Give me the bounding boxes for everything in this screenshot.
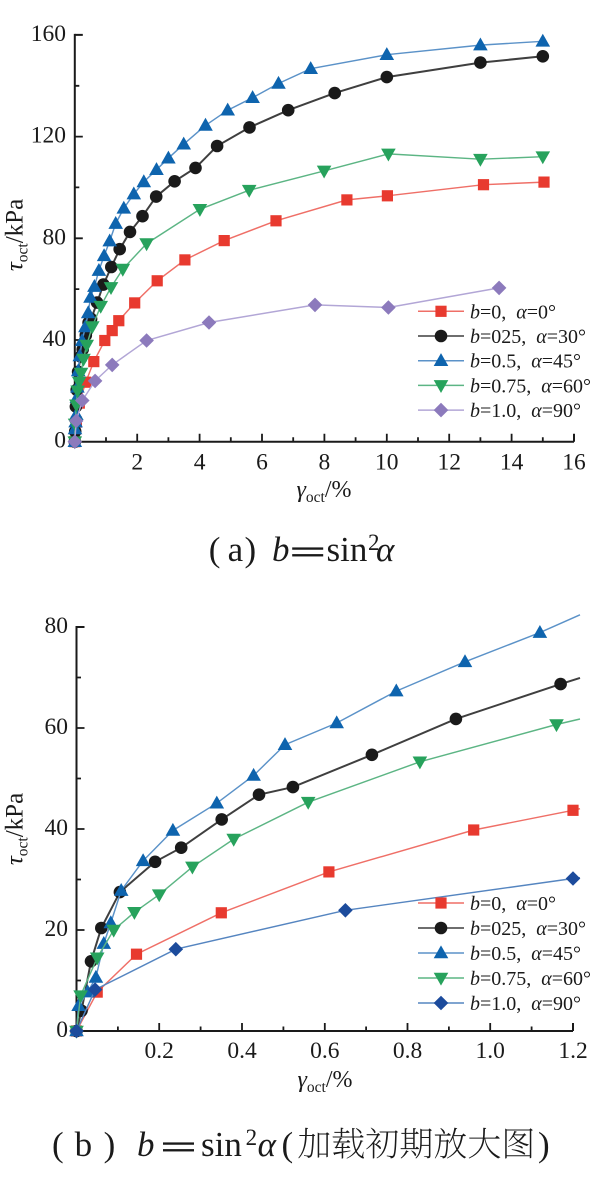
svg-text:0.2: 0.2 [145,1038,174,1064]
svg-text:α: α [258,1125,277,1164]
svg-text:160: 160 [31,21,66,47]
svg-text:0: 0 [54,428,66,454]
svg-text:(: ( [209,530,221,569]
svg-text:8: 8 [319,450,331,476]
svg-text:): ) [245,530,257,569]
svg-text:γoct/%: γoct/% [297,1067,352,1096]
svg-text:b=1.0, α=90°: b=1.0, α=90° [470,993,581,1015]
svg-text:0.8: 0.8 [393,1038,422,1064]
svg-text:b=0.5, α=45°: b=0.5, α=45° [470,943,581,965]
svg-text:1.0: 1.0 [476,1038,505,1064]
svg-text:(: ( [282,1125,294,1164]
svg-text:40: 40 [43,326,67,352]
svg-text:6: 6 [256,450,268,476]
svg-text:b=0.75, α=60°: b=0.75, α=60° [470,375,591,397]
svg-text:2: 2 [246,1125,258,1150]
svg-text:0.4: 0.4 [227,1038,257,1064]
svg-text:sin: sin [201,1125,242,1164]
svg-text:60: 60 [45,714,69,740]
svg-text:2: 2 [131,450,143,476]
svg-text:b: b [272,530,290,569]
svg-text:b=0.75, α=60°: b=0.75, α=60° [470,968,591,990]
svg-text:12: 12 [437,450,461,476]
svg-text:4: 4 [194,450,206,476]
svg-text:(: ( [52,1125,64,1164]
svg-text:80: 80 [43,224,67,250]
svg-text:b: b [137,1125,155,1164]
svg-text:sin: sin [327,530,368,569]
svg-text:10: 10 [375,450,399,476]
svg-text:0: 0 [56,1017,68,1043]
svg-text:b=025, α=30°: b=025, α=30° [470,326,586,348]
svg-text:a: a [228,530,244,569]
svg-text:): ) [538,1125,550,1164]
svg-text:16: 16 [562,450,586,476]
svg-text:14: 14 [500,450,524,476]
svg-text:b: b [75,1125,93,1164]
svg-text:40: 40 [45,815,69,841]
svg-text:0.6: 0.6 [310,1038,340,1064]
svg-text:2: 2 [368,530,380,555]
svg-text:1.2: 1.2 [558,1038,587,1064]
svg-text:α: α [376,530,395,569]
svg-text:τoct/kPa: τoct/kPa [2,199,32,271]
svg-text:120: 120 [31,123,66,149]
svg-text:τoct/kPa: τoct/kPa [2,793,32,865]
svg-text:80: 80 [45,613,69,639]
svg-text:γoct/%: γoct/% [296,477,351,506]
svg-text:b=025, α=30°: b=025, α=30° [470,918,586,940]
svg-text:): ) [104,1125,116,1164]
svg-text:20: 20 [45,916,69,942]
svg-text:b=1.0, α=90°: b=1.0, α=90° [470,400,581,422]
svg-text:b=0.5, α=45°: b=0.5, α=45° [470,351,581,373]
